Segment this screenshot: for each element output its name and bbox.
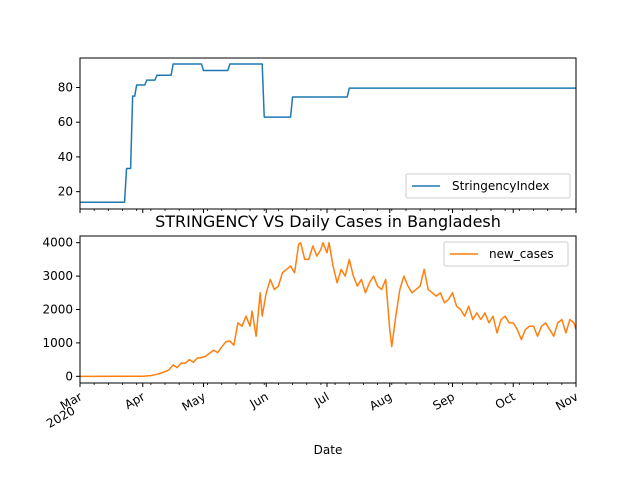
- top-series-line-stringencyindex: [80, 63, 576, 203]
- x-tick-label: Jul: [311, 389, 331, 409]
- bottom-series-line-new-cases: [79, 241, 577, 378]
- bottom-y-tick-label: 3000: [42, 269, 73, 283]
- bottom-plot-frame: [79, 235, 577, 384]
- top-plot: 20 40 60 80 StringencyIndex: [58, 57, 577, 213]
- bottom-legend: new_cases: [443, 241, 569, 267]
- bottom-y-tick-label: 1000: [42, 336, 73, 350]
- bottom-y-tick-label: 0: [65, 369, 73, 383]
- top-legend-box: [405, 173, 571, 199]
- top-y-tick-label: 80: [58, 81, 73, 95]
- top-legend-label: StringencyIndex: [452, 179, 550, 193]
- top-plot-frame: [79, 57, 577, 210]
- top-y-tick-label: 20: [58, 185, 73, 199]
- bottom-legend-label: new_cases: [489, 247, 554, 261]
- top-legend: StringencyIndex: [405, 173, 571, 199]
- bottom-plot-title: STRINGENCY VS Daily Cases in Bangladesh: [155, 212, 501, 231]
- bottom-y-tick-label: 4000: [42, 236, 73, 250]
- top-y-tick-label: 40: [58, 150, 73, 164]
- bottom-y-tick-label: 2000: [42, 303, 73, 317]
- bottom-legend-box: [443, 241, 569, 267]
- top-y-tick-label: 60: [58, 115, 73, 129]
- x-axis-label: Date: [314, 443, 343, 457]
